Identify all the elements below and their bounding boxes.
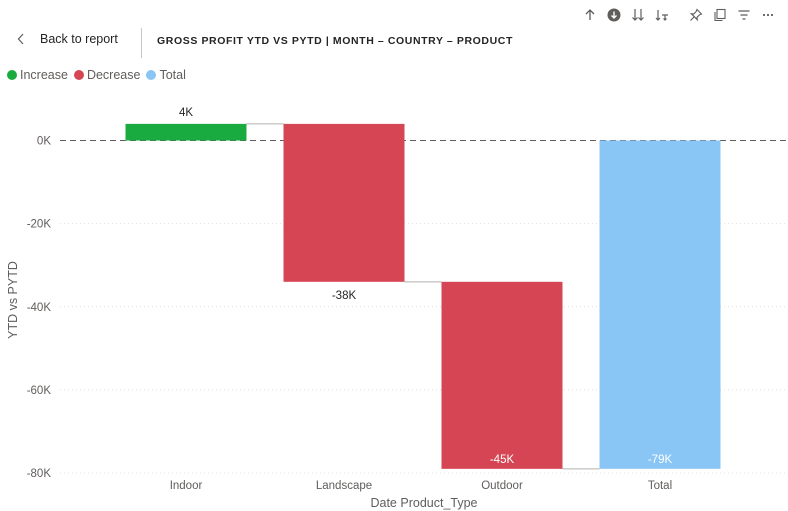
header-divider xyxy=(141,28,142,58)
legend-dot-decrease xyxy=(73,70,84,80)
back-to-report-button[interactable]: Back to report xyxy=(16,32,118,46)
x-tick-label: Indoor xyxy=(170,480,203,492)
more-options-icon[interactable] xyxy=(756,5,780,25)
chevron-left-icon xyxy=(17,33,24,45)
legend-label-total: Total xyxy=(159,68,186,82)
bar-landscape[interactable] xyxy=(283,123,405,282)
legend-label-decrease: Decrease xyxy=(86,68,141,82)
data-label: 4K xyxy=(179,107,193,119)
chart-legend: Increase Decrease Total xyxy=(7,68,186,82)
x-tick-label: Landscape xyxy=(316,480,372,492)
drill-down-circle-icon[interactable] xyxy=(602,5,626,25)
y-tick-label: -60K xyxy=(27,385,52,397)
pin-icon[interactable] xyxy=(684,5,708,25)
legend-dot-total xyxy=(146,70,157,80)
bar-total[interactable] xyxy=(599,140,721,469)
data-label: -45K xyxy=(490,454,515,466)
legend-label-increase: Increase xyxy=(20,68,68,82)
bar-outdoor[interactable] xyxy=(441,281,563,469)
arrow-up-icon[interactable] xyxy=(578,5,602,25)
y-axis-title: YTD vs PYTD xyxy=(6,261,20,339)
data-label: -38K xyxy=(332,290,357,302)
bar-indoor[interactable] xyxy=(125,123,247,141)
legend-item-total[interactable]: Total xyxy=(146,68,186,82)
visual-title: GROSS PROFIT YTD VS PYTD | MONTH – COUNT… xyxy=(157,35,513,47)
visual-toolbar xyxy=(578,5,780,27)
legend-item-increase[interactable]: Increase xyxy=(7,68,68,82)
y-tick-label: 0K xyxy=(37,136,51,148)
y-tick-label: -80K xyxy=(27,468,52,480)
expand-hierarchy-icon[interactable] xyxy=(650,5,674,25)
data-label: -79K xyxy=(648,454,673,466)
x-tick-label: Total xyxy=(648,480,672,492)
y-tick-label: -40K xyxy=(27,302,52,314)
y-tick-label: -20K xyxy=(27,219,52,231)
legend-item-decrease[interactable]: Decrease xyxy=(73,68,141,82)
legend-dot-increase xyxy=(7,70,17,80)
back-to-report-label: Back to report xyxy=(40,32,118,46)
x-tick-label: Outdoor xyxy=(481,480,523,492)
x-axis-title: Date Product_Type xyxy=(370,496,477,510)
double-arrow-down-icon[interactable] xyxy=(626,5,650,25)
filter-icon[interactable] xyxy=(732,5,756,25)
copy-icon[interactable] xyxy=(708,5,732,25)
visual-header: Back to report GROSS PROFIT YTD VS PYTD … xyxy=(0,28,788,58)
